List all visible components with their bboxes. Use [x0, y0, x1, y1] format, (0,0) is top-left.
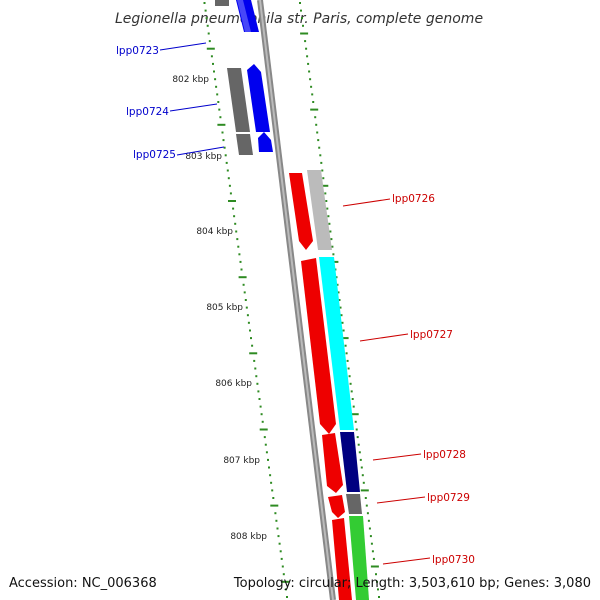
gene-lpp0728-gene: [340, 432, 360, 492]
outer-tick-row: [203, 2, 289, 598]
kbp-label: 802 kbp: [172, 75, 209, 85]
gene-lpp0727-cds: [301, 258, 336, 434]
right-gene-labels: lpp0726 lpp0727 lpp0728 lpp0729 lpp0730: [342, 193, 475, 566]
kbp-label: 806 kbp: [215, 379, 252, 389]
gene-lpp0724-gene: [227, 68, 250, 132]
gene-label-lpp0730[interactable]: lpp0730: [432, 554, 475, 566]
gene-label-lpp0727[interactable]: lpp0727: [410, 329, 453, 341]
left-gene-labels: lpp0723 lpp0724 lpp0725: [116, 42, 225, 161]
gene-lpp0724-cds: [247, 64, 270, 132]
genome-summary-text: Topology: circular; Length: 3,503,610 bp…: [233, 576, 591, 591]
gene-lpp0729-cds: [328, 495, 345, 518]
gene-lpp0730-gene: [349, 516, 369, 600]
leader-line: [376, 496, 426, 504]
gene-lpp0725-cds: [258, 132, 273, 152]
gene-lpp0728-cds: [322, 433, 343, 493]
leader-line: [169, 103, 218, 112]
kbp-label: 807 kbp: [223, 456, 260, 466]
leader-line: [342, 198, 391, 207]
gene-lpp0730-cds: [332, 518, 352, 600]
gene-label-lpp0729[interactable]: lpp0729: [427, 492, 470, 504]
feature-gray-top: [215, 0, 229, 6]
leader-line: [359, 333, 409, 342]
gene-label-lpp0725[interactable]: lpp0725: [133, 149, 176, 161]
gene-label-lpp0726[interactable]: lpp0726: [392, 193, 435, 205]
kbp-label: 803 kbp: [185, 152, 222, 162]
map-title: Legionella pneumophila str. Paris, compl…: [115, 11, 483, 27]
leader-line: [382, 557, 431, 565]
leader-line: [159, 42, 207, 51]
gene-label-lpp0728[interactable]: lpp0728: [423, 449, 466, 461]
kbp-label: 805 kbp: [206, 303, 243, 313]
gene-lpp0729-gene: [346, 494, 362, 514]
accession-text: Accession: NC_006368: [9, 576, 157, 591]
backbone-highlight: [259, 0, 334, 600]
gene-label-lpp0723[interactable]: lpp0723: [116, 45, 159, 57]
gene-label-lpp0724[interactable]: lpp0724: [126, 106, 169, 118]
kbp-label: 808 kbp: [230, 532, 267, 542]
gene-lpp0727-gene: [319, 257, 354, 430]
gene-lpp0726-gene: [307, 170, 332, 250]
gene-lpp0723-cds-shine: [237, 0, 251, 32]
gene-lpp0726-cds: [289, 173, 313, 250]
gene-lpp0725-gene: [236, 134, 253, 155]
kbp-label: 804 kbp: [196, 227, 233, 237]
leader-line: [176, 146, 225, 156]
kbp-scale: 802 kbp 803 kbp 804 kbp 805 kbp 806 kbp …: [172, 75, 267, 542]
leader-line: [372, 453, 422, 461]
